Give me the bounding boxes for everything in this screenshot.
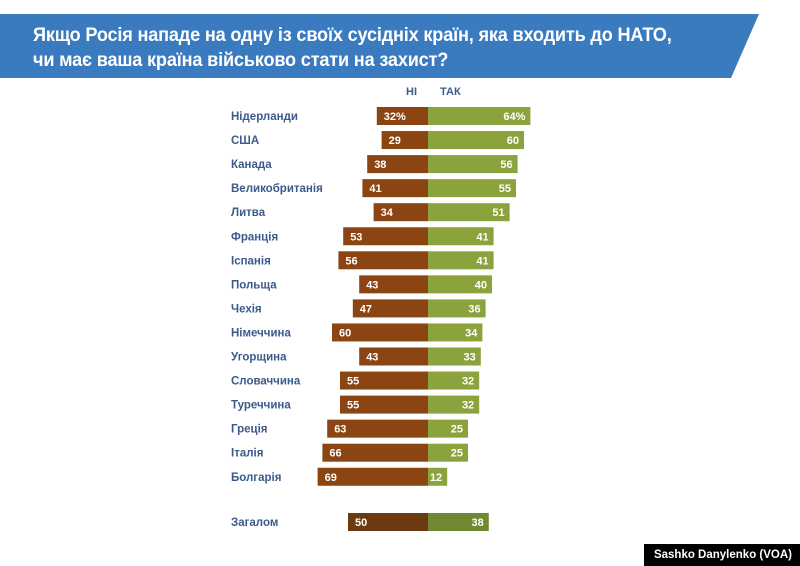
bar-no	[359, 275, 428, 294]
data-label-no: 55	[347, 376, 359, 388]
bar-no	[376, 107, 428, 125]
category-label: Угорщина	[231, 352, 287, 364]
data-label-no: 29	[389, 135, 401, 147]
bar-no	[327, 419, 428, 438]
bar-no	[322, 443, 428, 462]
bar-no	[343, 227, 428, 246]
bar-yes	[428, 323, 483, 342]
bar-yes	[428, 513, 489, 531]
data-label-yes: 36	[468, 303, 480, 315]
category-label: Німеччина	[231, 327, 291, 339]
bar-no	[317, 467, 428, 486]
data-label-yes: 56	[500, 159, 512, 171]
data-label-no: 41	[369, 183, 381, 195]
chart-title-line-1: Якщо Росія нападе на одну із своїх сусід…	[33, 24, 672, 46]
bar-yes	[428, 467, 448, 486]
bar-no	[359, 347, 428, 366]
bar-no	[332, 323, 428, 342]
bar-no	[381, 131, 428, 150]
bar-yes	[428, 107, 531, 125]
bar-yes	[428, 395, 480, 414]
category-label: Іспанія	[231, 255, 271, 267]
data-label-no: 69	[325, 472, 337, 484]
category-label: Канада	[231, 159, 272, 171]
data-label-no: 43	[366, 279, 378, 291]
data-label-yes: 51	[492, 207, 504, 219]
data-label-yes: 25	[451, 424, 463, 436]
title-banner	[0, 14, 760, 78]
category-label: Італія	[231, 448, 263, 460]
data-label-no: 63	[334, 424, 346, 436]
category-label: Франція	[231, 231, 278, 243]
data-label-yes: 64%	[503, 111, 525, 123]
data-label-no: 55	[347, 400, 359, 412]
data-label-yes: 38	[472, 517, 484, 529]
data-label-no: 34	[381, 207, 394, 219]
chart-title-line-2: чи має ваша країна військово стати на за…	[33, 49, 449, 71]
bar-no	[348, 513, 428, 531]
category-label: Греція	[231, 424, 267, 436]
data-label-no: 53	[350, 231, 362, 243]
bar-no	[362, 179, 428, 198]
bar-yes	[428, 443, 468, 462]
bar-yes	[428, 203, 510, 222]
bar-no	[352, 299, 428, 318]
data-label-yes: 60	[507, 135, 519, 147]
bar-yes	[428, 275, 492, 294]
category-label: Словаччина	[231, 376, 301, 388]
data-label-yes: 34	[465, 327, 478, 339]
data-label-yes: 32	[462, 400, 474, 412]
category-label: Нідерланди	[231, 111, 298, 123]
category-label: Загалом	[231, 517, 278, 529]
category-label: Болгарія	[231, 472, 281, 484]
data-label-no: 47	[360, 303, 372, 315]
data-label-yes: 33	[464, 352, 476, 364]
category-label: Польща	[231, 279, 277, 291]
bar-yes	[428, 179, 516, 198]
data-label-no: 60	[339, 327, 351, 339]
category-label: Туреччина	[231, 400, 291, 412]
category-label: Литва	[231, 207, 266, 219]
bar-yes	[428, 251, 494, 270]
data-label-no: 43	[366, 352, 378, 364]
data-label-no: 56	[345, 255, 357, 267]
data-label-yes: 25	[451, 448, 463, 460]
data-label-yes: 32	[462, 376, 474, 388]
data-label-yes: 41	[476, 231, 488, 243]
title-banner-shape	[0, 14, 759, 78]
bar-yes	[428, 131, 524, 150]
data-label-no: 32%	[384, 111, 406, 123]
data-label-yes: 12	[430, 472, 442, 484]
bar-yes	[428, 347, 481, 366]
bar-no	[373, 203, 428, 222]
bar-no	[340, 395, 428, 414]
data-label-yes: 55	[499, 183, 511, 195]
bar-yes	[428, 419, 468, 438]
bar-yes	[428, 299, 486, 318]
bar-yes	[428, 227, 494, 246]
data-label-no: 50	[355, 517, 367, 529]
category-label: Чехія	[231, 303, 262, 315]
category-label: США	[231, 135, 259, 147]
bar-yes	[428, 155, 518, 174]
legend-no: НІ	[406, 86, 417, 98]
bar-yes	[428, 371, 480, 390]
data-label-no: 38	[374, 159, 386, 171]
bar-no	[338, 251, 428, 270]
legend-yes: ТАК	[440, 86, 461, 98]
category-label: Великобританія	[231, 183, 323, 195]
bar-no	[367, 155, 428, 174]
data-label-yes: 41	[476, 255, 488, 267]
bar-no	[340, 371, 428, 390]
photo-credit: Sashko Danylenko (VOA)	[643, 544, 800, 566]
data-label-no: 66	[329, 448, 341, 460]
data-label-yes: 40	[475, 279, 487, 291]
